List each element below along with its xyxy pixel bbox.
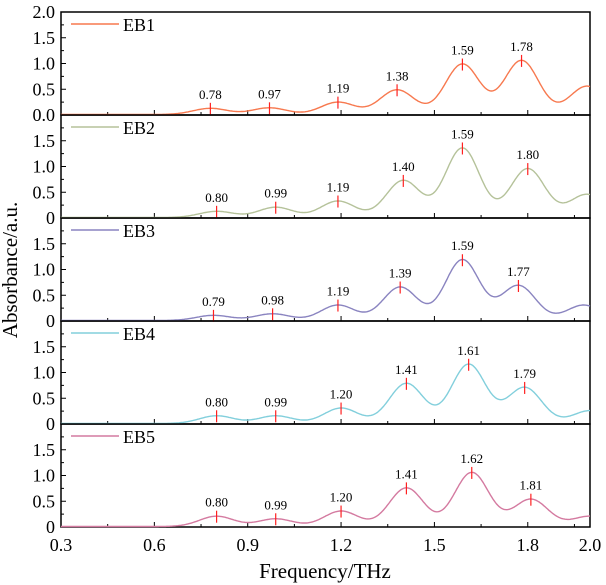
series-line-eb5: [61, 471, 590, 528]
y-tick-label: 0: [46, 517, 55, 537]
peak-label: 0.80: [205, 394, 228, 409]
peak-label: 1.19: [327, 180, 350, 195]
legend-label: EB4: [123, 324, 155, 344]
peak-label: 1.19: [327, 284, 350, 299]
peak-label: 0.80: [205, 190, 228, 205]
peak-label: 1.20: [330, 490, 353, 505]
y-tick-label: 1.5: [33, 440, 56, 460]
y-tick-label: 0: [46, 208, 55, 228]
series-line-eb4: [61, 363, 590, 425]
peak-label: 1.79: [513, 366, 536, 381]
y-tick-label: 1.5: [33, 337, 56, 357]
y-tick-label: 1.5: [33, 28, 56, 48]
panel-eb5: 0 0.5 1.0 1.5 0.80 0.99 1.20 1.41 1.62 1.81 EB5 0.3…: [33, 423, 602, 555]
x-axis-label: Frequency/THz: [259, 559, 391, 583]
y-tick-label: 1.5: [33, 234, 56, 254]
peak-label: 1.62: [460, 451, 483, 466]
y-tick-label: 0.5: [33, 491, 56, 511]
peak-label: 1.41: [395, 466, 418, 481]
x-tick-label: 1.5: [423, 535, 446, 555]
x-tick-label: 0.6: [143, 535, 166, 555]
y-tick-label: 0.5: [33, 388, 56, 408]
legend-label: EB2: [123, 118, 155, 138]
peak-label: 1.38: [386, 68, 409, 83]
panel-eb4: 0 0.5 1.0 1.5 0.80 0.99 1.20 1.41 1.61 1.79 EB4: [33, 320, 591, 434]
peak-label: 1.59: [451, 126, 474, 141]
x-tick-label: 1.8: [517, 535, 540, 555]
peak-label: 1.20: [330, 387, 353, 402]
y-tick-label: 0.5: [33, 285, 56, 305]
peak-label: 0.79: [202, 294, 225, 309]
panel-eb1: 0.0 0.5 1.0 1.5 2.0 0.78 0.97 1.19 1.38 1.59 1.78 E…: [33, 2, 591, 125]
x-tick-label: 2.0: [579, 535, 602, 555]
y-tick-label: 1.0: [33, 466, 56, 486]
y-tick-label: 0: [46, 414, 55, 434]
peak-label: 1.19: [327, 81, 350, 96]
series-line-eb1: [61, 59, 591, 116]
peak-label: 1.39: [389, 266, 412, 281]
peak-label: 0.97: [258, 86, 281, 101]
y-tick-label: 1.5: [33, 131, 56, 151]
y-tick-label: 2.0: [33, 2, 56, 22]
panel-eb3: 0 0.5 1.0 1.5 0.79 0.98 1.19 1.39 1.59 1.77 EB3: [33, 217, 591, 331]
y-tick-label: 0: [46, 311, 55, 331]
y-axis-label: Absorbance/a.u.: [0, 202, 22, 338]
x-tick-label: 0.3: [50, 535, 73, 555]
y-tick-label: 0.0: [33, 105, 56, 125]
peak-label: 1.59: [451, 238, 474, 253]
peak-label: 1.59: [451, 43, 474, 58]
y-tick-label: 0.5: [33, 79, 56, 99]
peak-label: 0.99: [264, 394, 287, 409]
y-tick-label: 1.0: [33, 260, 56, 280]
peak-label: 0.98: [261, 292, 284, 307]
peak-label: 0.99: [264, 186, 287, 201]
panel-eb2: 0 0.5 1.0 1.5 0.80 0.99 1.19 1.40 1.59 1.80 EB2: [33, 114, 591, 228]
x-tick-label: 0.9: [236, 535, 259, 555]
peak-label: 1.41: [395, 362, 418, 377]
y-tick-label: 1.0: [33, 363, 56, 383]
peak-label: 1.77: [507, 264, 530, 279]
legend-label: EB1: [123, 15, 155, 35]
series-line-eb2: [61, 147, 591, 219]
x-tick-label: 1.2: [330, 535, 353, 555]
legend-label: EB3: [123, 221, 155, 241]
peak-label: 1.40: [392, 159, 415, 174]
peak-label: 0.99: [264, 497, 287, 512]
peak-label: 0.78: [199, 87, 222, 102]
peak-label: 1.61: [457, 343, 480, 358]
y-tick-label: 0.5: [33, 182, 56, 202]
peak-label: 1.81: [520, 478, 543, 493]
y-tick-label: 1.0: [33, 54, 56, 74]
peak-label: 1.80: [516, 147, 539, 162]
legend-label: EB5: [123, 427, 155, 447]
peak-label: 0.80: [205, 495, 228, 510]
peak-label: 1.78: [510, 39, 533, 54]
y-tick-label: 1.0: [33, 157, 56, 177]
